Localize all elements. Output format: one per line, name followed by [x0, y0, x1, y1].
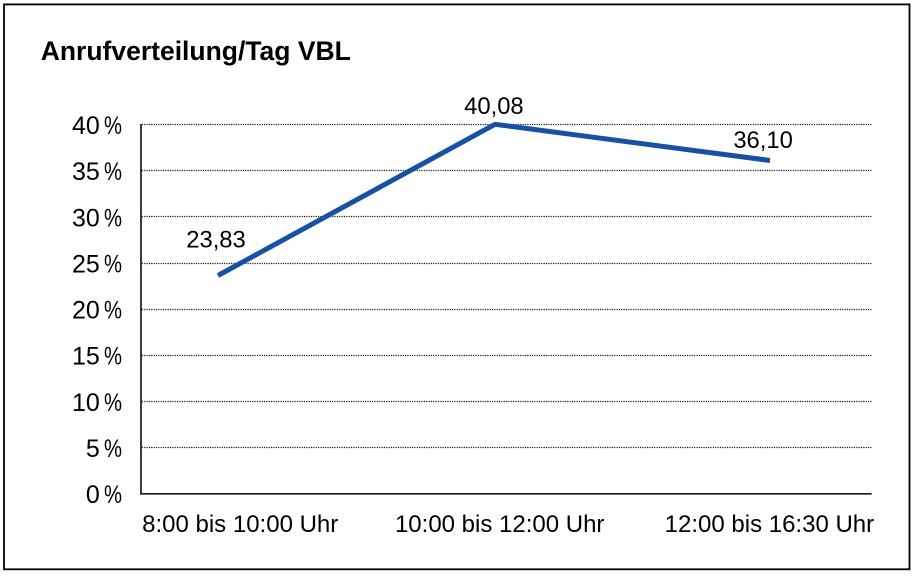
- svg-text:%: %: [104, 435, 122, 463]
- svg-text:20: 20: [72, 297, 100, 325]
- svg-text:Anrufverteilung/Tag VBL: Anrufverteilung/Tag VBL: [41, 36, 351, 66]
- svg-text:%: %: [104, 250, 122, 278]
- svg-text:35: 35: [72, 158, 100, 186]
- svg-text:23,83: 23,83: [186, 226, 246, 253]
- svg-text:25: 25: [72, 250, 100, 278]
- svg-text:%: %: [104, 343, 122, 371]
- svg-text:10:00 bis 12:00 Uhr: 10:00 bis 12:00 Uhr: [395, 511, 604, 538]
- svg-text:%: %: [104, 112, 122, 140]
- svg-text:%: %: [104, 204, 122, 232]
- svg-text:10: 10: [72, 389, 100, 417]
- svg-text:%: %: [104, 158, 122, 186]
- svg-text:0: 0: [86, 481, 100, 509]
- svg-text:8:00 bis 10:00 Uhr: 8:00 bis 10:00 Uhr: [142, 511, 338, 538]
- svg-text:12:00 bis 16:30 Uhr: 12:00 bis 16:30 Uhr: [665, 511, 874, 538]
- svg-text:15: 15: [72, 343, 100, 371]
- svg-text:%: %: [104, 481, 122, 509]
- svg-text:30: 30: [72, 204, 100, 232]
- svg-text:40: 40: [72, 112, 100, 140]
- svg-text:5: 5: [86, 435, 100, 463]
- svg-text:40,08: 40,08: [464, 93, 524, 120]
- svg-text:%: %: [104, 297, 122, 325]
- svg-text:36,10: 36,10: [733, 127, 793, 154]
- svg-text:%: %: [104, 389, 122, 417]
